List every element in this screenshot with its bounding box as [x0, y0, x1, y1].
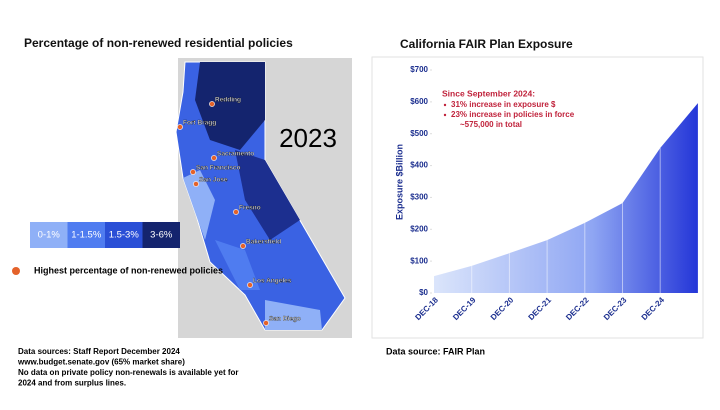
source-line: www.budget.senate.gov (65% market share) [17, 358, 185, 367]
source-line: No data on private policy non-renewals i… [18, 368, 239, 377]
region-light [265, 300, 322, 330]
x-tick-label: DEC-22 [564, 295, 591, 322]
region-dark [195, 62, 265, 150]
x-tick-label: DEC-18 [413, 295, 440, 322]
city-label: Fort Bragg [183, 120, 216, 127]
y-tick-label: $500 [410, 129, 428, 138]
y-tick-label: $700 [410, 65, 428, 74]
region-light [183, 170, 215, 240]
annotation-item: 31% increase in exposure $ [451, 100, 556, 109]
y-axis-label: Exposure $Billion [394, 144, 404, 220]
city-marker [190, 169, 196, 175]
city-label: San Francisco [196, 165, 240, 172]
city-marker [193, 181, 199, 187]
x-tick-label: DEC-24 [640, 295, 667, 322]
city-marker [209, 101, 215, 107]
city-label: Bakersfield [246, 239, 281, 246]
source-line: Data sources: Staff Report December 2024 [18, 347, 180, 356]
map-year: 2023 [279, 123, 337, 153]
legend-swatch [105, 222, 143, 248]
city-marker [247, 282, 253, 288]
x-tick-label: DEC-20 [489, 295, 516, 322]
bullet [443, 113, 447, 117]
x-tick-label: DEC-19 [451, 295, 478, 322]
chart-title: California FAIR Plan Exposure [400, 37, 573, 51]
annotation-item: ~575,000 in total [460, 120, 522, 129]
region-mid [215, 240, 260, 290]
city-label: Los Angeles [253, 278, 292, 285]
x-tick-label: DEC-21 [527, 295, 554, 322]
city-marker [263, 320, 269, 326]
city-label: Sacramento [217, 151, 254, 158]
map-title: Percentage of non-renewed residential po… [24, 36, 293, 50]
city-marker [240, 243, 246, 249]
city-marker [211, 155, 217, 161]
city-label: Redding [215, 97, 241, 104]
legend-label: 1.5-3% [109, 230, 140, 241]
city-label: San Diego [269, 316, 301, 323]
legend-label: 1-1.5% [71, 230, 102, 241]
bullet [443, 103, 447, 107]
y-tick-label: $400 [410, 161, 428, 170]
city-marker [177, 124, 183, 130]
y-tick-label: $300 [410, 193, 428, 202]
source-line: 2024 and from surplus lines. [18, 379, 126, 388]
chart-panel [371, 56, 704, 339]
area [434, 103, 698, 293]
y-tick-label: $200 [410, 224, 428, 233]
legend-swatch [142, 222, 180, 248]
marker-key [12, 267, 20, 275]
city-label: San Jose [199, 177, 228, 184]
y-tick-label: $600 [410, 97, 428, 106]
annotation-item: 23% increase in policies in force [451, 110, 575, 119]
y-tick-label: $0 [419, 288, 428, 297]
chart-source: Data source: FAIR Plan [386, 346, 485, 356]
city-marker [233, 209, 239, 215]
legend-label: 0-1% [38, 230, 61, 241]
region-dark [235, 150, 300, 240]
y-tick-label: $100 [410, 256, 428, 265]
legend-swatch [67, 222, 105, 248]
annotation-heading: Since September 2024: [442, 88, 535, 98]
legend-label: 3-6% [150, 230, 173, 241]
x-tick-label: DEC-23 [602, 295, 629, 322]
city-label: Fresno [239, 205, 261, 212]
legend-swatch [30, 222, 68, 248]
marker-note: Highest percentage of non-renewed polici… [34, 265, 223, 275]
